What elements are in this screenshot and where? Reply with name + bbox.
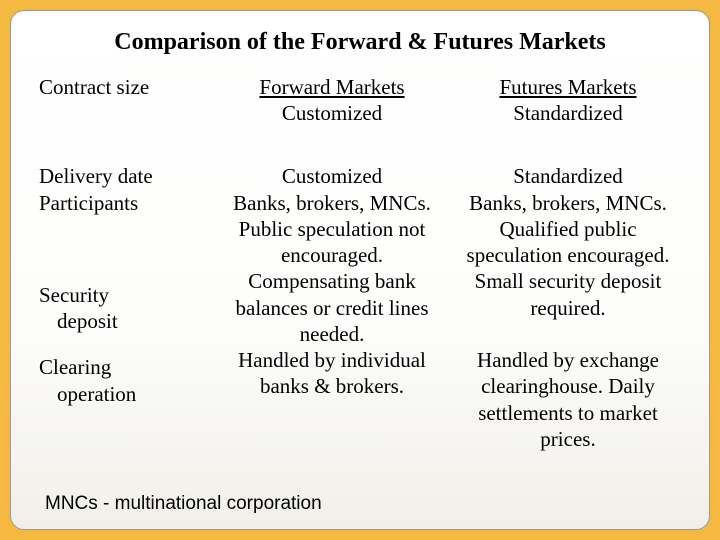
col-header-futures: Futures Markets Standardized xyxy=(455,74,681,159)
label-operation: operation xyxy=(39,381,209,407)
comparison-grid: Contract size Forward Markets Customized… xyxy=(39,74,681,485)
col-header-forward: Forward Markets Customized xyxy=(219,74,445,159)
label-security: Security xyxy=(39,282,209,308)
label-column: Delivery date Participants Security depo… xyxy=(39,163,209,485)
cell-forward-body: Customized Banks, brokers, MNCs. Public … xyxy=(219,163,445,485)
slide-title: Comparison of the Forward & Futures Mark… xyxy=(39,29,681,56)
label-contract-size: Contract size xyxy=(39,74,209,159)
label-delivery-date: Delivery date xyxy=(39,163,209,189)
cell-futures-body: Standardized Banks, brokers, MNCs. Quali… xyxy=(455,163,681,485)
cell-forward-contract-size: Customized xyxy=(219,100,445,126)
label-participants: Participants xyxy=(39,190,209,216)
label-deposit: deposit xyxy=(39,308,209,334)
label-clearing: Clearing xyxy=(39,354,209,380)
cell-futures-contract-size: Standardized xyxy=(455,100,681,126)
header-futures: Futures Markets xyxy=(455,74,681,100)
slide-panel: Comparison of the Forward & Futures Mark… xyxy=(10,10,710,530)
header-forward: Forward Markets xyxy=(219,74,445,100)
footnote: MNCs - multinational corporation xyxy=(39,485,681,515)
